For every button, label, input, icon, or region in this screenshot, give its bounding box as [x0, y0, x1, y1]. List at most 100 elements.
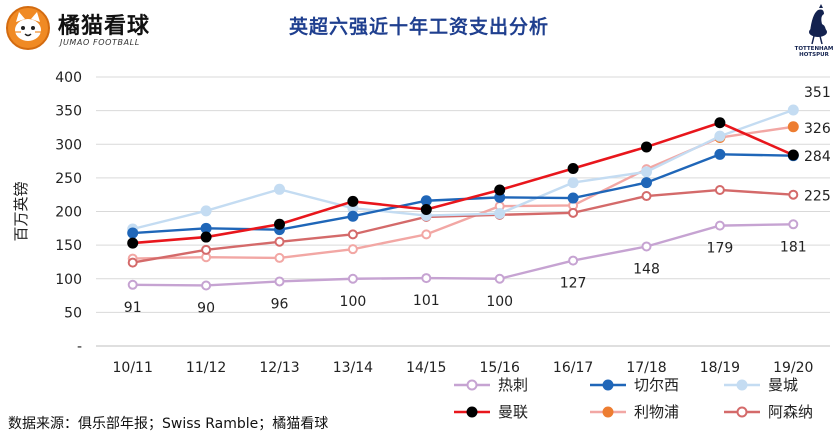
legend-swatch — [724, 406, 760, 418]
legend-label: 阿森纳 — [768, 403, 814, 421]
data-point — [274, 252, 285, 263]
y-tick-label: 350 — [55, 104, 82, 120]
data-point — [420, 203, 432, 215]
data-point — [567, 192, 579, 204]
y-axis-label: 百万英镑 — [12, 181, 30, 241]
cat-icon — [6, 6, 50, 50]
club-name-line1: TOTTENHAM — [794, 46, 834, 52]
data-point — [641, 141, 652, 153]
x-tick-label: 14/15 — [406, 360, 446, 376]
data-point — [200, 205, 212, 217]
series-line — [132, 188, 794, 264]
club-name-line2: HOTSPUR — [799, 52, 829, 58]
legend-swatch — [724, 379, 760, 391]
tottenham-cockerel-icon — [796, 2, 836, 64]
x-tick-label: 13/14 — [333, 360, 373, 376]
data-point — [274, 276, 285, 287]
data-point — [421, 273, 432, 284]
data-label: 225 — [804, 189, 831, 205]
x-tick-label: 11/12 — [186, 360, 226, 376]
x-tick-label: 15/16 — [480, 360, 520, 376]
x-tick-label: 19/20 — [773, 360, 813, 376]
legend-swatch — [590, 379, 626, 391]
data-point — [641, 191, 652, 202]
data-point — [788, 219, 799, 230]
data-label: 284 — [804, 149, 831, 165]
data-point — [347, 229, 358, 240]
data-label: 179 — [707, 241, 734, 257]
legend-label: 曼城 — [768, 376, 799, 394]
data-label: 127 — [560, 276, 587, 292]
data-label: 181 — [780, 239, 807, 255]
x-tick-label: 10/11 — [113, 360, 153, 376]
x-tick-label: 17/18 — [626, 360, 666, 376]
data-label: 148 — [633, 261, 660, 277]
data-point — [127, 227, 139, 239]
club-name: TOTTENHAM HOTSPUR — [790, 46, 838, 58]
data-point — [714, 130, 726, 142]
series-line — [132, 108, 794, 231]
data-point — [567, 162, 579, 174]
data-point — [347, 244, 358, 255]
data-label: 90 — [197, 300, 215, 316]
x-tick-label: 18/19 — [700, 360, 740, 376]
data-point — [201, 244, 212, 255]
data-point — [494, 184, 506, 196]
data-point — [347, 210, 359, 222]
y-tick-label: 150 — [55, 238, 82, 254]
y-tick-label: 200 — [55, 205, 82, 221]
data-point — [641, 241, 652, 252]
data-point — [201, 280, 212, 291]
series-line — [132, 121, 794, 245]
data-point — [200, 222, 212, 234]
data-point — [421, 229, 432, 240]
y-tick-label: 300 — [55, 137, 82, 153]
data-point — [274, 183, 285, 195]
data-point — [200, 231, 212, 243]
data-point — [274, 236, 285, 247]
data-label: 326 — [804, 121, 831, 137]
data-label: 101 — [413, 293, 440, 309]
data-point — [347, 273, 358, 284]
data-point — [274, 218, 285, 230]
data-point — [494, 208, 506, 220]
data-point — [127, 257, 138, 268]
data-label: 100 — [486, 294, 513, 310]
legend-swatch — [590, 406, 626, 418]
data-point — [347, 195, 359, 207]
y-tick-label: 250 — [55, 171, 82, 187]
data-point — [127, 279, 138, 290]
brand-logo: 橘猫看球 JUMAO FOOTBALL — [4, 4, 174, 52]
series-line — [132, 223, 794, 287]
x-tick-label: 12/13 — [259, 360, 299, 376]
data-point — [788, 189, 799, 200]
data-point — [568, 255, 579, 266]
data-label: 351 — [804, 85, 831, 101]
data-point — [787, 149, 799, 161]
y-tick-label: 100 — [55, 272, 82, 288]
legend-swatch — [454, 406, 490, 418]
brand-name: 橘猫看球 — [58, 14, 151, 39]
data-point — [494, 273, 505, 284]
y-tick-label: - — [77, 339, 82, 355]
data-point — [787, 104, 799, 116]
data-point — [567, 177, 579, 189]
legend-label: 曼联 — [498, 403, 529, 421]
y-tick-label: 50 — [64, 305, 82, 321]
data-point — [714, 184, 725, 195]
legend-swatch — [454, 379, 490, 391]
y-tick-label: 400 — [55, 70, 82, 86]
data-point — [127, 237, 139, 249]
page-title: 英超六强近十年工资支出分析 — [288, 16, 549, 38]
legend-label: 热刺 — [498, 376, 529, 394]
brand-subtitle: JUMAO FOOTBALL — [60, 38, 140, 47]
data-point — [787, 121, 799, 133]
legend-label: 利物浦 — [634, 403, 680, 421]
data-label: 96 — [271, 296, 289, 312]
data-point — [420, 195, 432, 207]
source-note: 数据来源：俱乐部年报；Swiss Ramble；橘猫看球 — [8, 416, 329, 432]
data-point — [641, 166, 652, 178]
data-label: 91 — [124, 300, 142, 316]
data-label: 100 — [340, 294, 367, 310]
